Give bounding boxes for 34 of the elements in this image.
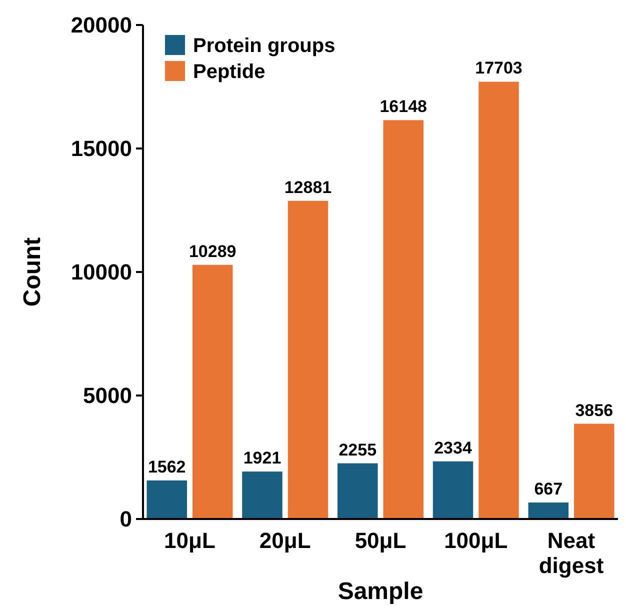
- x-tick-label: 50μL: [354, 528, 406, 553]
- y-axis-title: Count: [19, 237, 46, 307]
- x-tick-label: 10μL: [164, 528, 216, 553]
- x-tick-label: 20μL: [259, 528, 311, 553]
- bar: [383, 120, 424, 519]
- bar: [528, 502, 569, 519]
- y-tick-label: 0: [120, 506, 132, 532]
- data-label: 667: [534, 480, 563, 499]
- data-label: 2255: [338, 440, 377, 460]
- data-label: 3856: [575, 400, 614, 420]
- x-tick-label: 100μL: [444, 528, 508, 553]
- bar: [288, 200, 328, 519]
- y-tick-label: 10000: [70, 260, 132, 285]
- bar: [432, 461, 474, 519]
- data-label: 12881: [284, 178, 332, 197]
- bar: [574, 424, 614, 519]
- y-tick-label: 15000: [70, 136, 132, 162]
- data-label: 1562: [148, 457, 186, 476]
- y-tick-label: 5000: [83, 383, 132, 408]
- data-label: 1921: [243, 448, 282, 468]
- legend-label: Peptide: [193, 61, 266, 83]
- data-label: 17703: [475, 58, 522, 78]
- x-axis-title: Sample: [338, 578, 424, 605]
- x-tick-label: Neat digest: [538, 528, 604, 578]
- data-label: 10289: [188, 242, 236, 261]
- bar: [242, 472, 282, 519]
- bar: [146, 480, 187, 519]
- bar: [338, 463, 378, 519]
- data-label: 16148: [380, 97, 428, 116]
- legend-label: Protein groups: [193, 35, 336, 57]
- y-tick-label: 20000: [70, 12, 132, 38]
- bar: [478, 82, 519, 519]
- data-label: 2334: [434, 438, 472, 458]
- bar: [192, 264, 233, 519]
